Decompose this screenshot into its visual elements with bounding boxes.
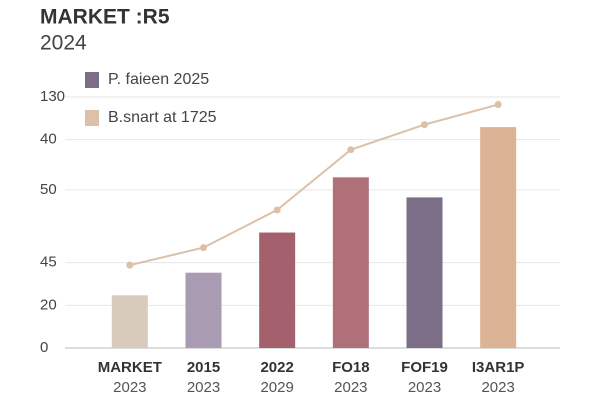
x-tick-label: MARKET [98, 359, 162, 376]
legend-swatch [85, 110, 99, 126]
bar [111, 295, 148, 348]
legend-label: P. faieen 2025 [108, 71, 209, 88]
y-tick-label: 130 [40, 88, 65, 105]
bar [332, 177, 369, 348]
x-tick-label: FOF19 [401, 359, 448, 376]
line-point [126, 261, 134, 269]
line [129, 103, 499, 267]
x-tick-sublabel: 2023 [113, 379, 146, 396]
line-point [273, 206, 281, 214]
line-point [347, 146, 355, 154]
chart-title: MARKET :R5 [40, 6, 170, 29]
y-tick-label: 45 [40, 254, 57, 271]
line-point [494, 101, 502, 109]
x-tick-sublabel: 2023 [408, 379, 441, 396]
x-tick-label: 2015 [187, 359, 220, 376]
legend-label: B.snart at 1725 [108, 109, 217, 126]
legend-swatch [85, 72, 99, 88]
y-tick-label: 20 [40, 296, 57, 313]
x-tick-label: FO18 [332, 359, 370, 376]
y-tick-label: 0 [40, 339, 48, 356]
y-tick-label: 40 [40, 131, 57, 148]
x-tick-label: 2022 [260, 359, 293, 376]
bar [406, 197, 443, 348]
x-tick-sublabel: 2023 [334, 379, 367, 396]
line-point [421, 121, 428, 129]
x-tick-sublabel: 2023 [187, 379, 220, 396]
chart-subtitle: 2024 [40, 32, 87, 55]
x-tick-sublabel: 2023 [481, 379, 514, 396]
bar [480, 127, 517, 349]
x-tick-label: I3AR1P [472, 359, 525, 376]
bar [185, 272, 222, 348]
line-point [200, 244, 207, 252]
bar [259, 232, 296, 348]
y-tick-label: 50 [40, 181, 57, 198]
x-tick-sublabel: 2029 [260, 379, 293, 396]
